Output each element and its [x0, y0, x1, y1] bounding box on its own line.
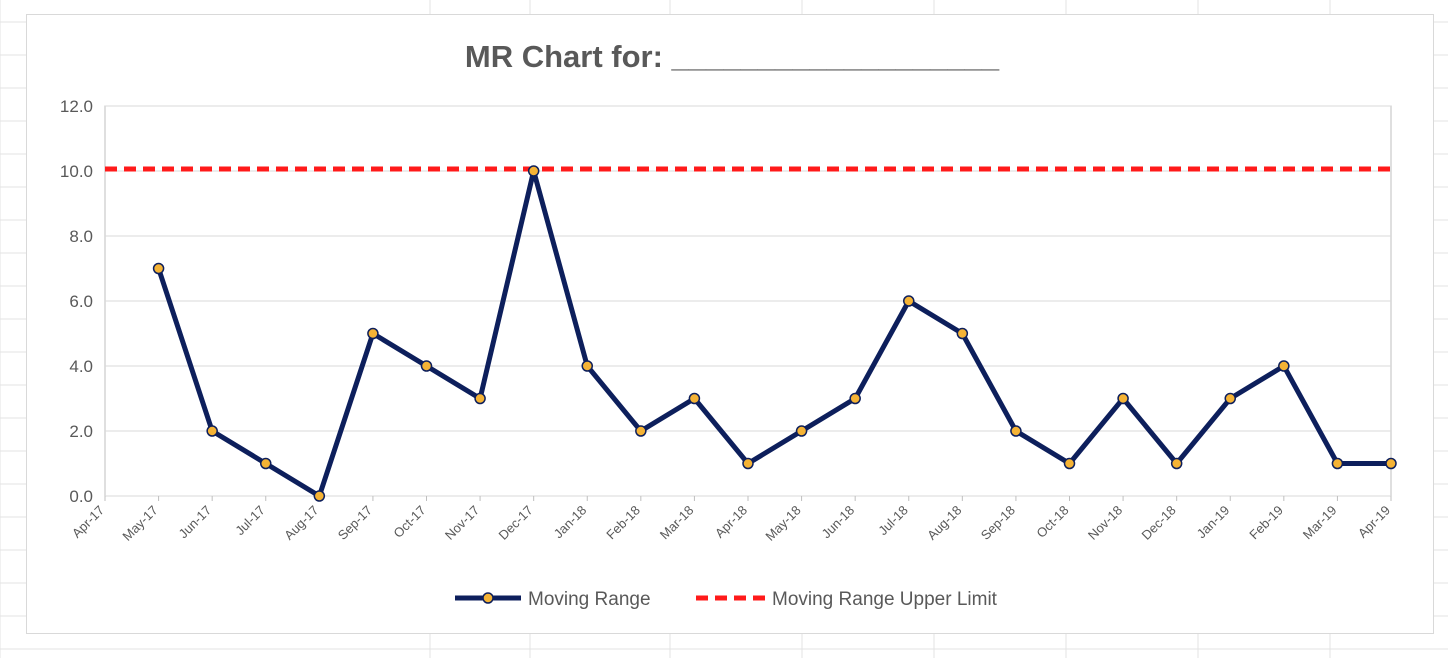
x-tick-label: Nov-18: [1085, 503, 1125, 543]
x-tick-label: Sep-17: [335, 503, 375, 543]
series-layer: [105, 165, 1397, 502]
y-tick-label: 8.0: [69, 227, 93, 246]
data-point-moving-range: [474, 392, 486, 405]
x-tick-label: May-18: [762, 503, 803, 544]
y-tick-label: 10.0: [60, 162, 93, 181]
y-tick-label: 6.0: [69, 292, 93, 311]
data-point-moving-range: [1117, 392, 1129, 405]
x-tick-label: Mar-18: [657, 503, 697, 543]
data-point-moving-range: [206, 425, 218, 437]
data-point-moving-range: [956, 327, 969, 340]
series-line-moving-range: [156, 168, 1391, 499]
legend: Moving Range Moving Range Upper Limit: [455, 589, 998, 610]
y-axis-ticks: 0.0 2.0 4.0 6.0 8.0 10.0 12.0: [60, 97, 93, 506]
data-point-moving-range: [527, 165, 540, 177]
legend-label-moving-range: Moving Range: [528, 589, 651, 610]
x-tick-label: Jul-18: [875, 503, 911, 539]
x-tick-label: Jul-17: [232, 503, 268, 539]
x-tick-label: Sep-18: [978, 503, 1018, 543]
x-tick-label: Jun-18: [819, 503, 858, 542]
data-point-moving-range: [152, 262, 165, 275]
data-point-moving-range: [1224, 392, 1236, 405]
data-point-moving-range: [1170, 457, 1183, 470]
data-point-moving-range: [1331, 457, 1344, 470]
y-tick-label: 12.0: [60, 97, 93, 116]
data-point-moving-range: [742, 457, 754, 470]
x-tick-label: Jan-18: [551, 503, 590, 542]
y-tick-label: 4.0: [69, 357, 93, 376]
x-tick-label: Apr-17: [69, 503, 107, 541]
chart-title: MR Chart for: ___________________: [465, 39, 1000, 74]
x-tick-label: Mar-19: [1300, 503, 1340, 543]
data-point-moving-range: [635, 425, 647, 437]
y-tick-label: 2.0: [69, 422, 93, 441]
data-point-moving-range: [581, 360, 593, 372]
x-tick-label: Nov-17: [442, 503, 482, 543]
data-point-moving-range: [849, 392, 861, 405]
legend-label-upper-limit: Moving Range Upper Limit: [772, 589, 998, 610]
x-tick-label: Feb-19: [1246, 503, 1286, 543]
y-tick-label: 0.0: [69, 487, 93, 506]
data-point-moving-range: [795, 425, 808, 437]
x-tick-label: Dec-17: [496, 503, 536, 543]
x-tick-label: Dec-18: [1139, 503, 1179, 543]
chart-area[interactable]: MR Chart for: ___________________ 0.0 2.0…: [26, 14, 1434, 634]
data-point-moving-range: [420, 360, 433, 372]
x-axis-ticks: Apr-17 May-17 Jun-17 Jul-17 Aug-17 Sep-17 Oct-…: [69, 496, 1393, 544]
mr-chart: MR Chart for: ___________________ 0.0 2.0…: [60, 39, 1397, 610]
data-point-moving-range: [903, 295, 915, 307]
data-point-moving-range: [367, 327, 379, 340]
x-tick-label: Apr-18: [712, 503, 750, 541]
data-point-moving-range: [1063, 457, 1076, 470]
data-point-moving-range: [260, 457, 272, 470]
data-point-moving-range: [1010, 425, 1022, 437]
x-tick-label: Aug-18: [924, 503, 964, 543]
x-tick-label: Feb-18: [603, 503, 643, 543]
x-tick-label: Oct-17: [390, 503, 428, 541]
x-tick-label: Aug-17: [281, 503, 321, 543]
x-tick-label: Jun-17: [176, 503, 215, 542]
data-point-moving-range: [313, 490, 326, 502]
data-point-moving-range: [688, 392, 701, 405]
x-tick-label: Oct-18: [1033, 503, 1071, 541]
legend-swatch-moving-range-marker: [482, 592, 494, 604]
x-tick-label: Apr-19: [1355, 503, 1393, 541]
data-point-moving-range: [1385, 457, 1397, 470]
x-tick-label: Jan-19: [1194, 503, 1233, 542]
x-tick-label: May-17: [119, 503, 160, 544]
data-point-moving-range: [1278, 360, 1290, 372]
